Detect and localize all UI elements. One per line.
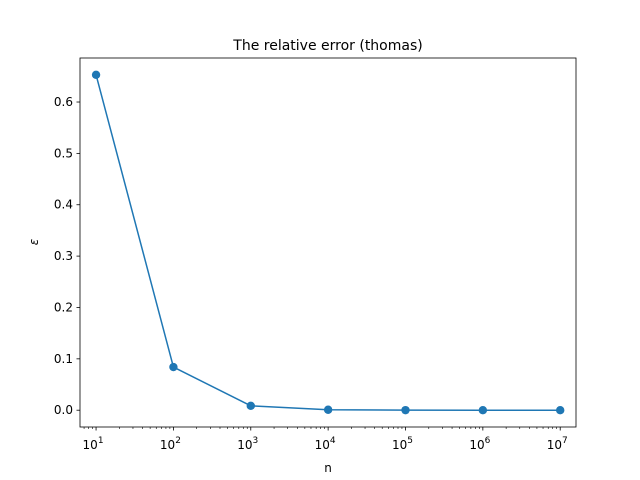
y-tick-label: 0.6 [54,95,73,109]
data-point [323,405,333,414]
x-tick-label-base: 10 [160,438,175,452]
data-point [556,406,565,415]
x-axis-label: n [324,461,332,475]
y-tick-label: 0.1 [54,352,73,366]
x-tick-label-exponent: 5 [407,436,413,446]
x-tick-label: 102 [160,436,181,452]
y-axis-ticks: 0.0 0.1 0.2 0.3 0.4 0.5 0.6 [54,95,80,417]
x-tick-label-exponent: 6 [485,436,491,446]
x-tick-label: 103 [237,436,258,452]
data-point [478,405,488,415]
x-tick-label-base: 10 [392,438,407,452]
y-axis-label: ε [27,238,41,245]
x-tick-label-base: 10 [83,438,98,452]
x-tick-label: 106 [469,436,490,452]
x-tick-label-base: 10 [547,438,562,452]
plot-frame [79,57,577,428]
x-tick-label-base: 10 [315,438,330,452]
x-tick-label-exponent: 4 [330,436,336,446]
data-point [91,70,101,79]
y-tick-label: 0.3 [54,249,73,263]
y-tick-label: 0.4 [54,198,73,212]
data-point [246,401,255,411]
x-axis-ticks: 101 102 103 104 105 106 107 [83,427,568,452]
x-tick-label: 104 [315,436,336,452]
y-tick-label: 0.0 [54,403,73,417]
y-tick-label: 0.5 [54,146,73,160]
x-tick-label-exponent: 1 [98,436,104,446]
x-tick-label-exponent: 2 [175,436,181,446]
x-tick-label-exponent: 7 [562,436,568,446]
x-tick-label-base: 10 [237,438,252,452]
data-point [169,362,178,372]
x-tick-label: 105 [392,436,413,452]
series-layer [91,70,565,415]
x-tick-label-base: 10 [469,438,484,452]
x-tick-label-exponent: 3 [253,436,259,446]
x-tick-label: 101 [83,436,104,452]
chart-title: The relative error (thomas) [232,38,422,54]
x-tick-label: 107 [547,436,568,452]
y-tick-label: 0.2 [54,300,73,314]
data-point [401,405,410,415]
